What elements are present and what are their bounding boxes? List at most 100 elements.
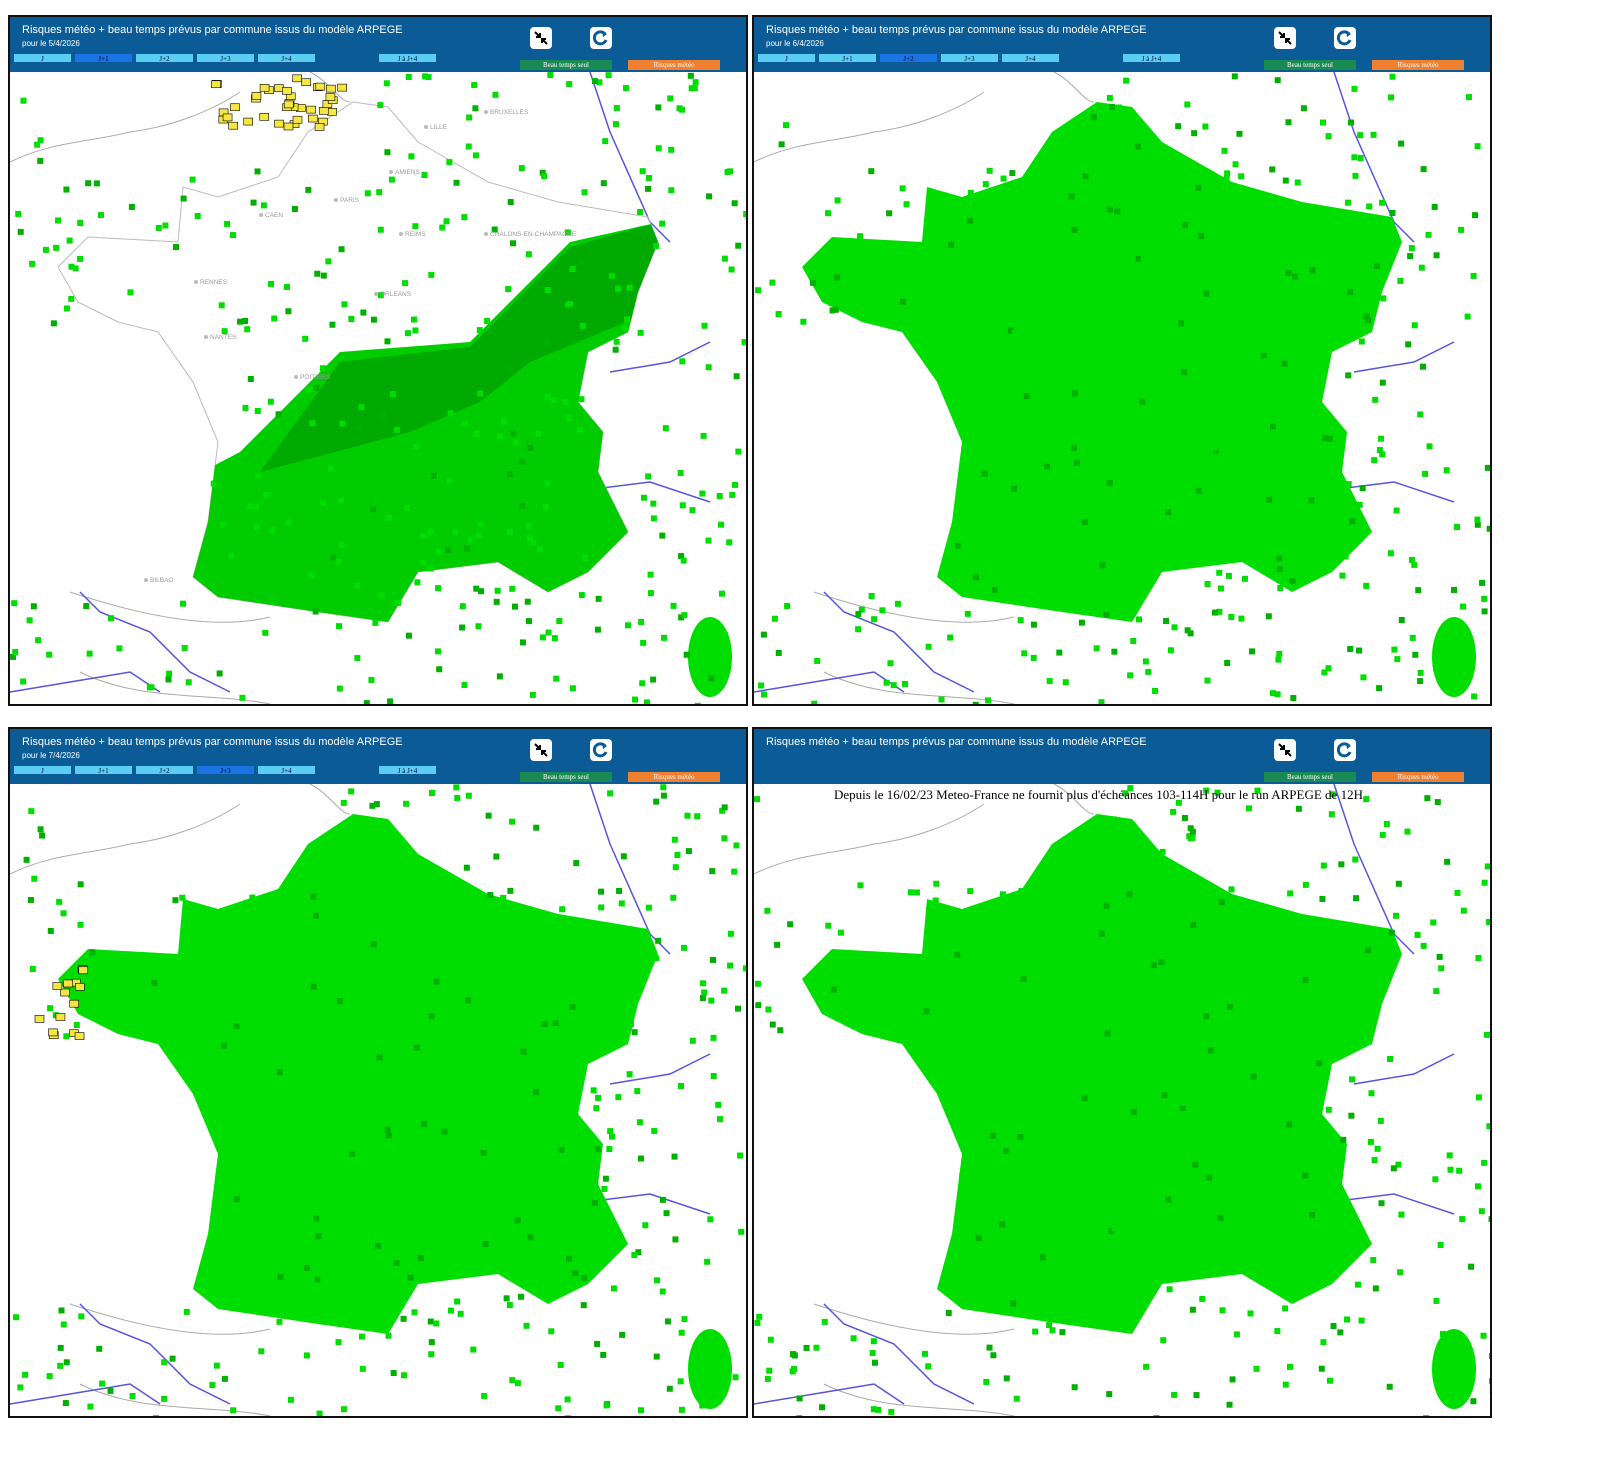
range-tab[interactable]: J à J+4 (378, 53, 437, 63)
corsica (688, 1329, 732, 1409)
commune-square (663, 1210, 670, 1217)
commune-square (368, 676, 375, 683)
weather-risk-button[interactable]: Risques météo (1372, 772, 1464, 782)
commune-square (1224, 170, 1231, 177)
commune-square (1134, 256, 1141, 263)
commune-square (1236, 130, 1243, 137)
fair-weather-button[interactable]: Beau temps seul (1264, 772, 1356, 782)
commune-square (700, 432, 707, 439)
risk-icon (308, 114, 318, 123)
day-tab[interactable]: J+3 (940, 53, 999, 63)
day-tab[interactable]: J+2 (135, 765, 194, 775)
weather-risk-button[interactable]: Risques météo (1372, 60, 1464, 70)
commune-square (558, 1147, 565, 1154)
collapse-icon[interactable] (1274, 739, 1296, 761)
fair-weather-button[interactable]: Beau temps seul (520, 60, 612, 70)
commune-square (1187, 825, 1194, 832)
commune-square (1481, 1159, 1488, 1166)
day-tab[interactable]: J+1 (818, 53, 877, 63)
day-tab[interactable]: J (757, 53, 816, 63)
commune-square (1216, 569, 1223, 576)
day-tab[interactable]: J+4 (1001, 53, 1060, 63)
risk-icon (327, 108, 337, 116)
collapse-icon[interactable] (1274, 27, 1296, 49)
commune-square (439, 224, 446, 231)
commune-square (1370, 131, 1377, 138)
commune-square (58, 1307, 65, 1314)
commune-square (1254, 787, 1261, 794)
commune-square (1216, 608, 1223, 615)
commune-square (363, 700, 370, 704)
refresh-icon[interactable] (590, 739, 612, 761)
commune-square (488, 1200, 495, 1207)
commune-square (1446, 637, 1453, 644)
refresh-icon[interactable] (590, 27, 612, 49)
commune-square (1348, 1112, 1355, 1119)
collapse-icon[interactable] (530, 739, 552, 761)
day-tab[interactable]: J+1 (74, 53, 133, 63)
commune-square (582, 554, 589, 561)
commune-square (967, 217, 974, 224)
commune-square (581, 1275, 588, 1282)
commune-square (1049, 1327, 1056, 1334)
commune-square (718, 521, 725, 528)
commune-square (527, 1234, 534, 1241)
commune-square (402, 280, 409, 287)
fair-weather-button[interactable]: Beau temps seul (520, 772, 612, 782)
commune-square (405, 632, 412, 639)
commune-square (1451, 586, 1458, 593)
commune-square (933, 880, 940, 887)
commune-square (1240, 1017, 1247, 1024)
commune-square (436, 666, 443, 673)
range-tab[interactable]: J à J+4 (378, 765, 437, 775)
refresh-icon[interactable] (1334, 27, 1356, 49)
commune-square (68, 263, 75, 270)
commune-square (412, 223, 419, 230)
commune-square (183, 1308, 190, 1315)
day-tab[interactable]: J+4 (257, 53, 316, 63)
commune-square (1454, 524, 1461, 531)
commune-square (1351, 223, 1358, 230)
day-tab[interactable]: J+3 (196, 53, 255, 63)
commune-square (1486, 1123, 1490, 1130)
commune-square (1072, 390, 1079, 397)
day-tab[interactable]: J+2 (135, 53, 194, 63)
weather-risk-button[interactable]: Risques météo (628, 60, 720, 70)
commune-square (784, 603, 791, 610)
range-tab[interactable]: J à J+4 (1122, 53, 1181, 63)
commune-square (1214, 789, 1221, 796)
commune-square (1221, 418, 1228, 425)
commune-square (1027, 1082, 1034, 1089)
commune-square (1096, 1194, 1103, 1201)
commune-square (244, 326, 251, 333)
commune-square (268, 280, 275, 287)
commune-square (545, 629, 552, 636)
commune-square (574, 1046, 581, 1053)
commune-square (1324, 1221, 1331, 1228)
commune-square (615, 1241, 622, 1248)
commune-square (1256, 394, 1263, 401)
day-tab[interactable]: J (13, 765, 72, 775)
day-tab[interactable]: J+1 (74, 765, 133, 775)
panel-title: Risques météo + beau temps prévus par co… (766, 24, 1147, 36)
commune-square (1424, 795, 1431, 802)
commune-square (544, 286, 551, 293)
day-tab[interactable]: J+3 (196, 765, 255, 775)
commune-square (1302, 1172, 1309, 1179)
refresh-icon[interactable] (1334, 739, 1356, 761)
commune-square (685, 848, 692, 855)
city-dot (259, 213, 263, 217)
commune-square (1256, 554, 1263, 561)
fair-weather-button[interactable]: Beau temps seul (1264, 60, 1356, 70)
day-tab[interactable]: J+2 (879, 53, 938, 63)
commune-square (309, 420, 316, 427)
commune-square (972, 701, 979, 704)
commune-square (594, 1340, 601, 1347)
day-tab[interactable]: J (13, 53, 72, 63)
commune-square (1223, 175, 1230, 182)
collapse-icon[interactable] (530, 27, 552, 49)
weather-risk-button[interactable]: Risques météo (628, 772, 720, 782)
day-tab[interactable]: J+4 (257, 765, 316, 775)
commune-square (926, 228, 933, 235)
commune-square (545, 976, 552, 983)
